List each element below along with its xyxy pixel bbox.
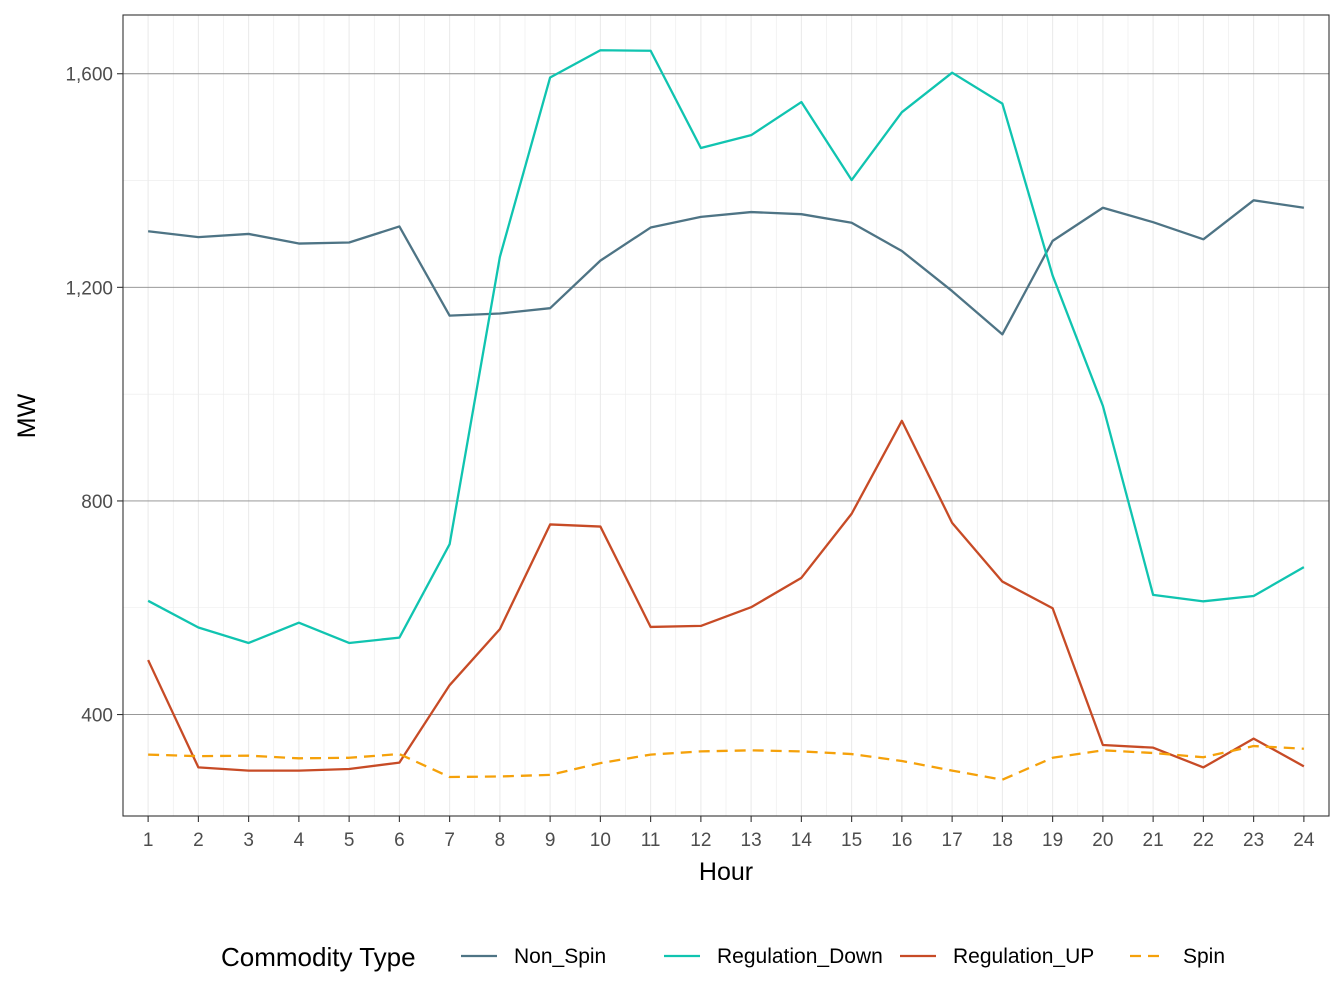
series-line-spin [148, 744, 1304, 781]
y-axis-title: MW [13, 393, 41, 438]
x-tick-label: 15 [841, 830, 862, 851]
x-tick-label: 11 [641, 830, 661, 851]
x-axis: 1 2 3 4 5 6 7 8 9 10 11 12 13 14 15 16 17 18 19 20 21 22 23 24 [143, 816, 1315, 851]
series-line-non-spin [147, 199, 1305, 336]
x-tick-label: 12 [690, 830, 711, 851]
x-tick-label: 23 [1243, 830, 1264, 851]
y-tick-label: 1,600 [65, 65, 113, 86]
y-axis: 400 800 1,200 1,600 [65, 65, 123, 727]
legend-label-non-spin: Non_Spin [514, 945, 606, 968]
x-tick-label: 16 [891, 830, 912, 851]
series-lines [147, 49, 1305, 781]
x-tick-label: 4 [294, 830, 305, 851]
x-axis-title: Hour [699, 858, 753, 886]
x-tick-label: 22 [1193, 830, 1214, 851]
y-tick-label: 1,200 [65, 278, 113, 299]
x-tick-label: 5 [344, 830, 355, 851]
x-tick-label: 6 [394, 830, 405, 851]
x-tick-label: 17 [942, 830, 963, 851]
x-tick-label: 18 [992, 830, 1013, 851]
x-tick-label: 13 [741, 830, 762, 851]
x-tick-label: 9 [545, 830, 556, 851]
legend-title: Commodity Type [221, 942, 416, 972]
x-tick-label: 2 [193, 830, 204, 851]
x-tick-label: 3 [243, 830, 254, 851]
x-tick-label: 24 [1293, 830, 1315, 851]
legend-label-spin: Spin [1183, 945, 1225, 968]
y-tick-label: 800 [81, 492, 113, 513]
plot-panel-border [122, 14, 1330, 817]
x-tick-label: 7 [444, 830, 455, 851]
x-tick-label: 20 [1092, 830, 1113, 851]
legend-label-regulation-up: Regulation_UP [953, 945, 1094, 968]
major-gridlines [123, 15, 1329, 816]
minor-gridlines [123, 15, 1329, 816]
x-tick-label: 14 [791, 830, 813, 851]
x-tick-label: 10 [590, 830, 611, 851]
x-tick-label: 21 [1143, 830, 1164, 851]
y-tick-label: 400 [81, 706, 113, 727]
legend: Commodity Type Non_Spin Regulation_Down Re… [221, 942, 1225, 972]
series-line-regulation-up [147, 419, 1305, 772]
legend-label-regulation-down: Regulation_Down [717, 945, 883, 968]
x-tick-label: 1 [143, 830, 154, 851]
x-tick-label: 8 [495, 830, 506, 851]
x-tick-label: 19 [1042, 830, 1063, 851]
series-line-regulation-down [147, 49, 1305, 645]
